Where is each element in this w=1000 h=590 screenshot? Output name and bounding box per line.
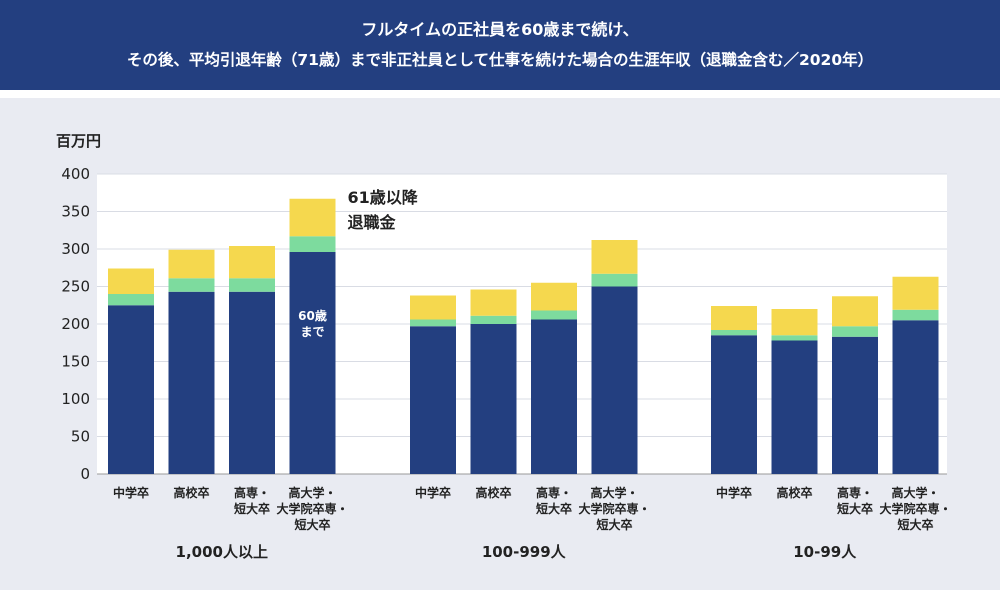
annotation-until60: まで xyxy=(300,325,324,339)
y-tick-label: 50 xyxy=(71,428,90,446)
bar-segment xyxy=(832,296,878,327)
bar-segment xyxy=(711,335,757,474)
bar-segment xyxy=(591,273,638,287)
x-category-label: 大学院卒専・ xyxy=(276,501,348,516)
bar-segment xyxy=(229,291,275,474)
x-category-label: 高大学・ xyxy=(288,485,336,500)
y-tick-label: 150 xyxy=(61,353,90,371)
x-category-label: 高専・ xyxy=(536,485,572,500)
bar-segment xyxy=(470,315,517,324)
x-category-label: 中学卒 xyxy=(716,485,752,500)
title-line-2: その後、平均引退年齢（71歳）まで非正社員として仕事を続けた場合の生涯年収（退職… xyxy=(126,51,874,69)
bar-segment xyxy=(108,268,154,294)
bar-segment xyxy=(410,326,456,474)
bar-segment xyxy=(470,289,517,316)
x-category-label: 中学卒 xyxy=(113,485,149,500)
y-axis-unit-label: 百万円 xyxy=(56,132,101,150)
bar-segment xyxy=(168,249,215,279)
bar-segment xyxy=(410,295,456,320)
bar-segment xyxy=(289,236,336,252)
bar-segment xyxy=(771,309,818,336)
y-tick-label: 100 xyxy=(61,390,90,408)
bar-segment xyxy=(892,276,939,310)
annotation-after61: 61歳以降 xyxy=(348,188,419,207)
x-category-label: 短大卒 xyxy=(837,501,873,516)
bar-segment xyxy=(832,336,878,474)
x-category-label: 短大卒 xyxy=(897,517,933,532)
bar-segment xyxy=(771,335,818,341)
bar-segment xyxy=(531,282,577,311)
group-label: 100-999人 xyxy=(482,543,567,561)
bar-segment xyxy=(229,278,275,292)
bar-segment xyxy=(531,319,577,474)
x-category-label: 大学院卒専・ xyxy=(879,501,951,516)
annotation-until60: 60歳 xyxy=(298,308,327,323)
y-tick-label: 0 xyxy=(80,465,90,483)
group-label: 10-99人 xyxy=(793,543,857,561)
y-tick-label: 400 xyxy=(61,165,90,183)
x-category-label: 高専・ xyxy=(837,485,873,500)
x-category-label: 高大学・ xyxy=(590,485,638,500)
title-divider xyxy=(0,90,1000,98)
x-category-label: 高専・ xyxy=(234,485,270,500)
bar-segment xyxy=(168,291,215,474)
x-category-label: 高校卒 xyxy=(475,485,511,500)
x-category-label: 短大卒 xyxy=(596,517,632,532)
x-category-label: 短大卒 xyxy=(294,517,330,532)
bar-segment xyxy=(168,278,215,292)
title-line-1: フルタイムの正社員を60歳まで続け、 xyxy=(361,20,639,39)
bar-segment xyxy=(108,294,154,306)
bar-segment xyxy=(108,305,154,474)
y-tick-label: 250 xyxy=(61,278,90,296)
bar-segment xyxy=(771,340,818,474)
bar-segment xyxy=(892,309,939,321)
x-category-label: 高大学・ xyxy=(891,485,939,500)
y-tick-label: 200 xyxy=(61,315,90,333)
x-category-label: 中学卒 xyxy=(415,485,451,500)
bar-segment xyxy=(892,320,939,474)
bar-segment xyxy=(832,326,878,337)
bar-segment xyxy=(711,306,757,330)
bar-segment xyxy=(591,286,638,474)
bar-segment xyxy=(531,310,577,320)
bar-segment xyxy=(470,324,517,474)
chart-title-banner: フルタイムの正社員を60歳まで続け、 その後、平均引退年齢（71歳）まで非正社員… xyxy=(0,0,1000,90)
y-tick-label: 350 xyxy=(61,203,90,221)
group-label: 1,000人以上 xyxy=(176,543,268,561)
x-category-label: 大学院卒専・ xyxy=(578,501,650,516)
bar-segment xyxy=(410,319,456,327)
x-category-label: 高校卒 xyxy=(173,485,209,500)
bar-segment xyxy=(591,240,638,274)
bar-segment xyxy=(711,330,757,336)
y-tick-label: 300 xyxy=(61,240,90,258)
x-category-label: 短大卒 xyxy=(536,501,572,516)
bar-segment xyxy=(289,252,336,474)
x-category-label: 高校卒 xyxy=(776,485,812,500)
bar-segment xyxy=(229,246,275,279)
bar-segment xyxy=(289,198,336,237)
annotation-retirement: 退職金 xyxy=(348,213,397,232)
x-category-label: 短大卒 xyxy=(234,501,270,516)
